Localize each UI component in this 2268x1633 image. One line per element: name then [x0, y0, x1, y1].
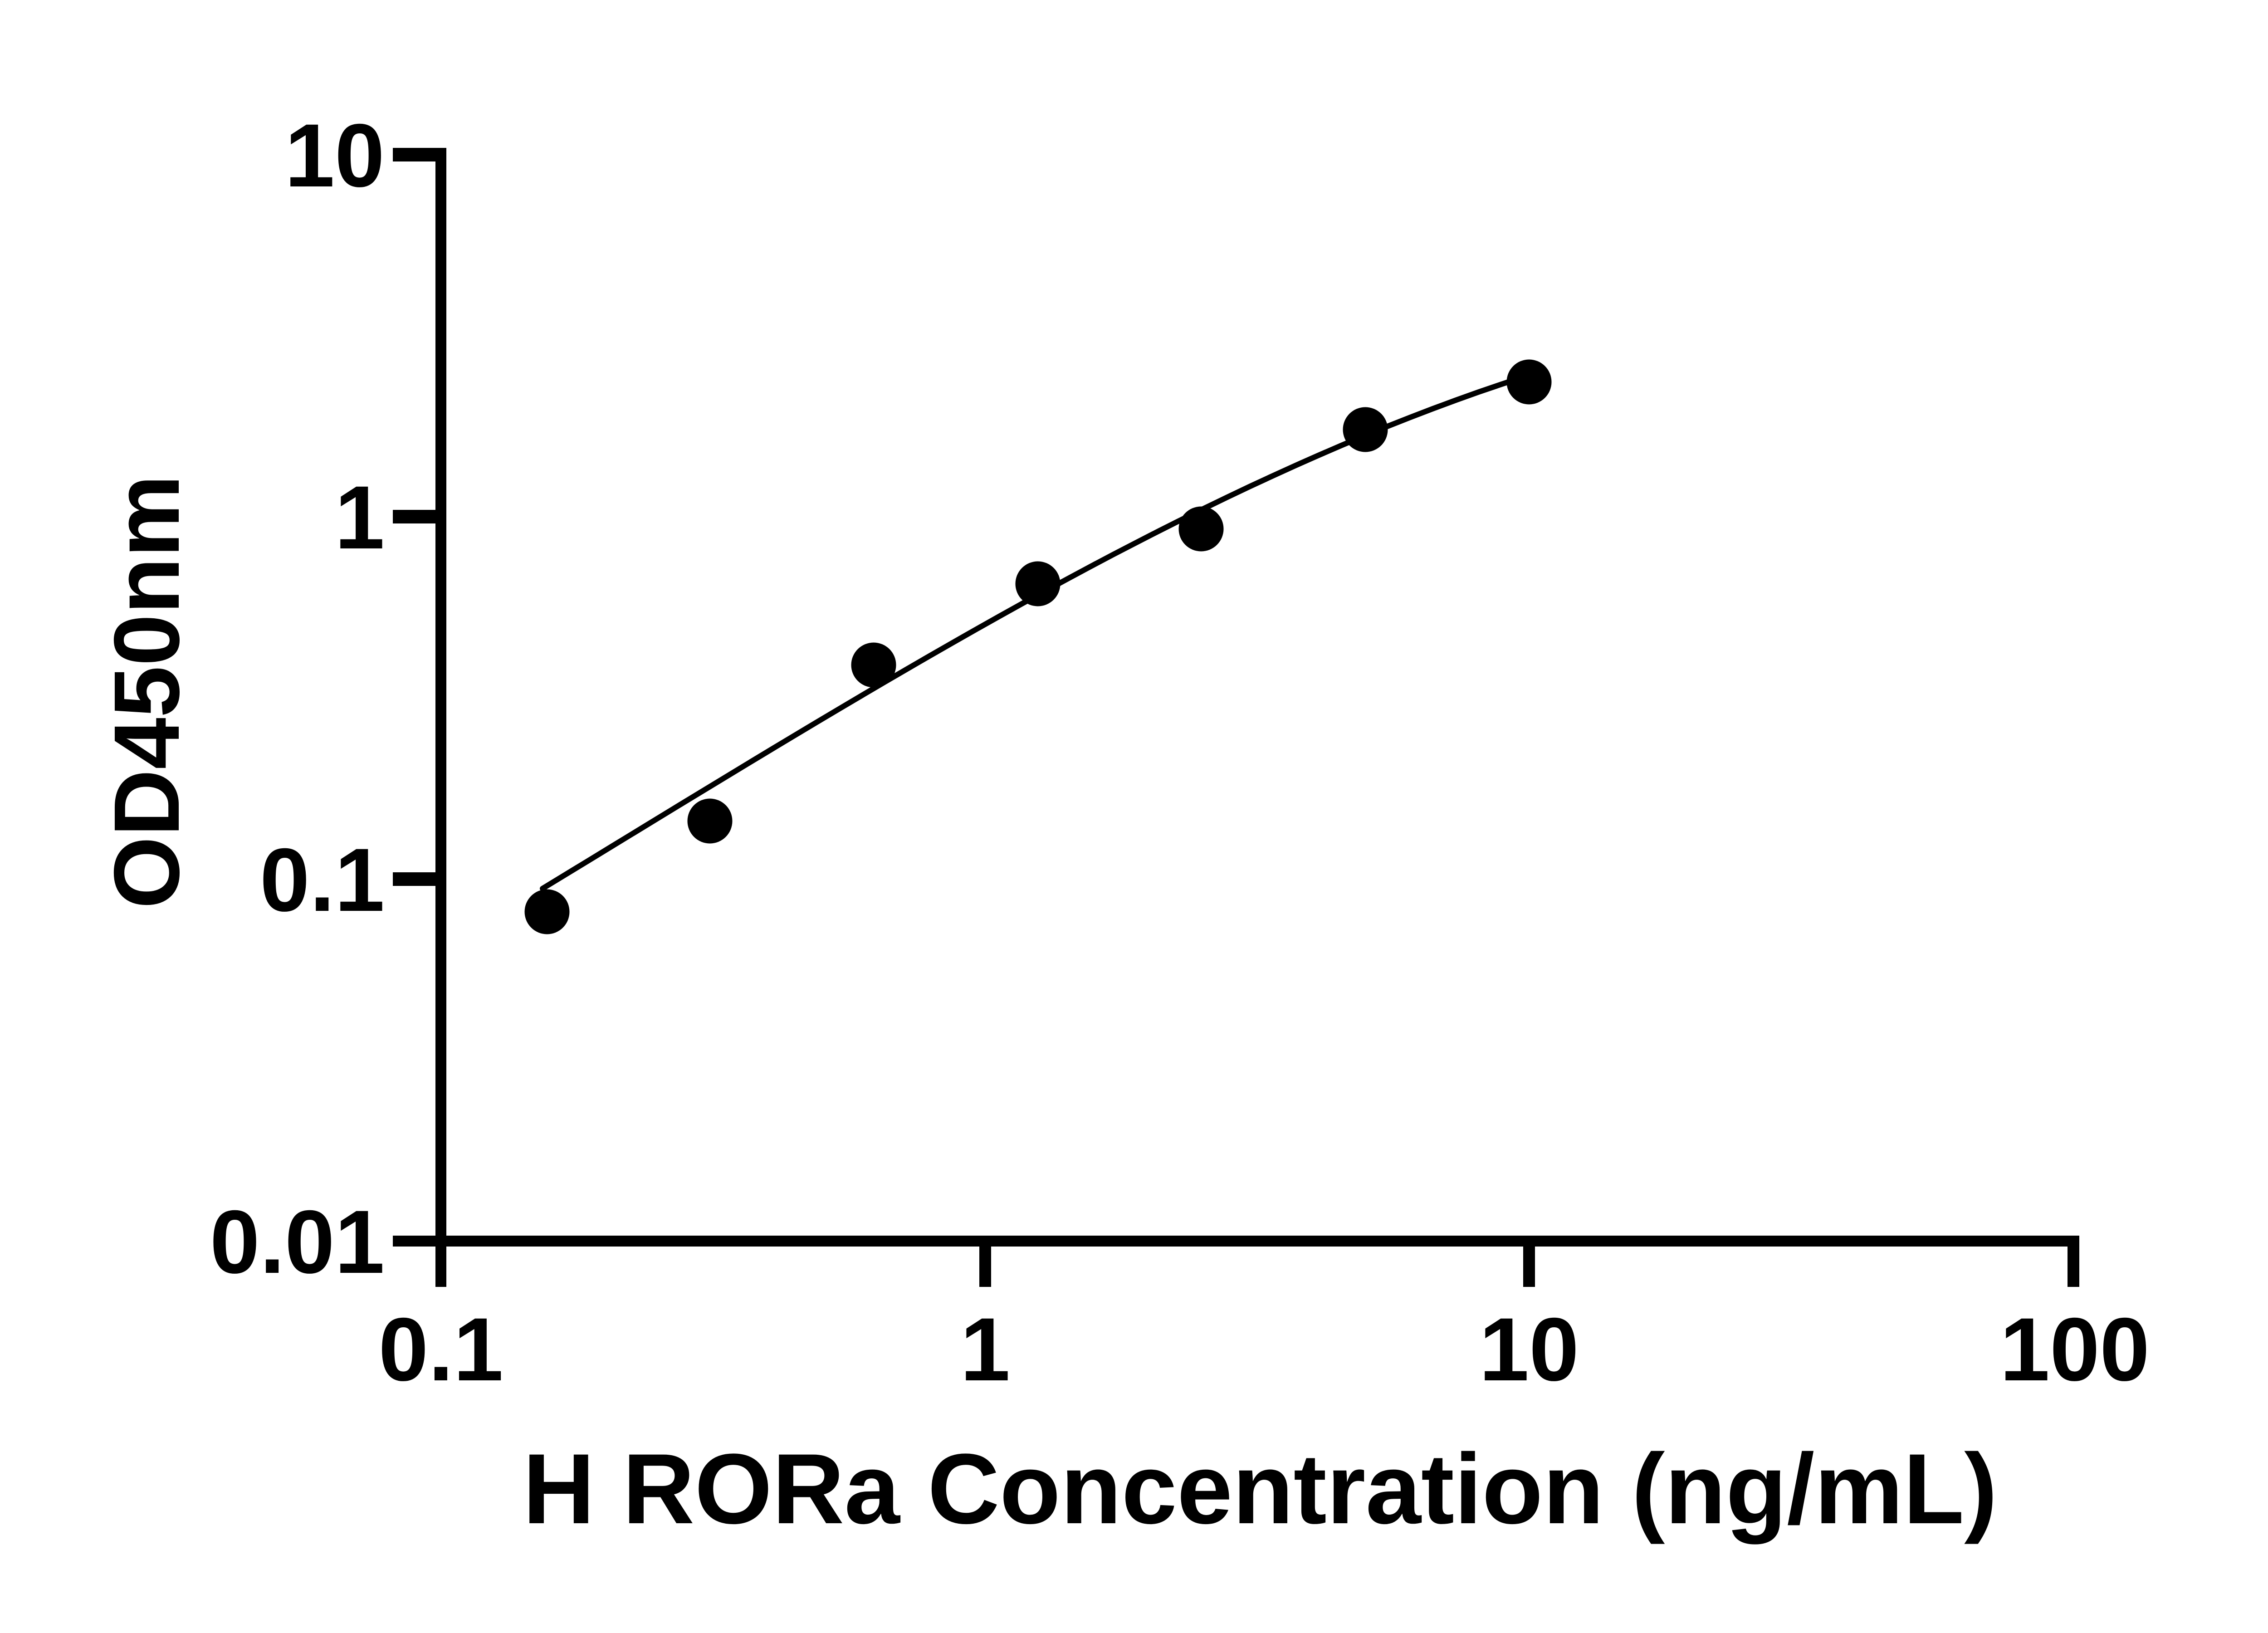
svg-text:0.1: 0.1 [378, 1299, 503, 1399]
svg-text:100: 100 [2000, 1299, 2150, 1399]
svg-text:1: 1 [335, 467, 385, 567]
svg-text:0.1: 0.1 [260, 830, 385, 930]
svg-text:10: 10 [1479, 1299, 1579, 1399]
svg-text:1: 1 [960, 1299, 1010, 1399]
svg-text:10: 10 [285, 105, 385, 205]
svg-text:H RORa Concentration (ng/mL): H RORa Concentration (ng/mL) [523, 1433, 1997, 1545]
svg-text:OD450nm: OD450nm [95, 474, 199, 909]
svg-text:0.01: 0.01 [210, 1192, 385, 1292]
